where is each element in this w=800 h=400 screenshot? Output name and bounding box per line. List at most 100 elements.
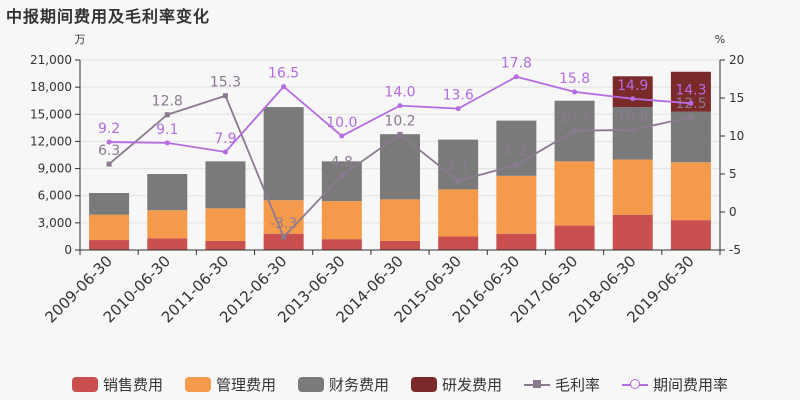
data-label-expense-rate: 13.6 xyxy=(443,88,474,104)
point-expense-rate xyxy=(455,106,461,112)
bar-segment-3 xyxy=(89,193,130,215)
point-expense-rate xyxy=(339,133,345,139)
data-label-gross-margin: 10.2 xyxy=(384,113,415,129)
data-label-expense-rate: 9.2 xyxy=(98,121,120,137)
data-label-expense-rate: 14.0 xyxy=(384,85,415,101)
bar-segment-2 xyxy=(496,175,537,234)
point-expense-rate xyxy=(513,74,519,80)
data-label-expense-rate: 14.3 xyxy=(675,82,706,98)
point-gross-margin xyxy=(688,114,694,120)
point-expense-rate xyxy=(106,139,112,145)
data-label-expense-rate: 17.8 xyxy=(501,56,532,72)
bar-segment-2 xyxy=(89,214,130,241)
bar-segment-2 xyxy=(438,189,479,237)
right-tick-label: 20 xyxy=(729,53,744,67)
bar-segment-2 xyxy=(205,208,246,241)
bar-segment-1 xyxy=(554,225,595,250)
point-gross-margin xyxy=(513,162,519,168)
point-gross-margin xyxy=(281,234,287,240)
point-expense-rate xyxy=(222,149,228,155)
bar-segment-2 xyxy=(670,162,711,221)
bar-segment-1 xyxy=(380,240,420,250)
legend-line-expense-rate xyxy=(622,377,649,392)
legend: 销售费用 管理费用 财务费用 研发费用 毛利率 期间费用率 xyxy=(0,374,800,395)
data-label-gross-margin: 15.3 xyxy=(210,75,241,91)
left-tick-label: 9,000 xyxy=(38,162,72,176)
legend-label-sales: 销售费用 xyxy=(102,376,163,394)
data-label-gross-margin: 4.1 xyxy=(447,160,469,176)
right-tick-label: -5 xyxy=(729,243,741,257)
bar-segment-2 xyxy=(147,210,188,239)
point-expense-rate xyxy=(281,84,287,90)
data-label-expense-rate: 14.9 xyxy=(617,78,648,94)
bar-segment-1 xyxy=(670,220,711,250)
point-gross-margin xyxy=(106,161,112,167)
bar-segment-1 xyxy=(321,239,362,250)
bar-segment-2 xyxy=(380,199,420,241)
bar-segment-2 xyxy=(554,161,595,226)
point-gross-margin xyxy=(339,173,345,179)
right-tick-label: 0 xyxy=(729,205,737,219)
bar-segment-1 xyxy=(147,238,188,250)
data-label-expense-rate: 16.5 xyxy=(268,66,299,82)
legend-item-gross-margin[interactable]: 毛利率 xyxy=(524,374,600,395)
left-tick-label: 18,000 xyxy=(30,80,72,94)
point-expense-rate xyxy=(397,103,403,109)
legend-item-rnd[interactable]: 研发费用 xyxy=(411,374,502,395)
right-unit-label: % xyxy=(715,33,725,46)
left-tick-label: 3,000 xyxy=(38,216,72,230)
point-gross-margin xyxy=(630,127,636,133)
legend-label-finance: 财务费用 xyxy=(328,376,389,394)
left-tick-label: 6,000 xyxy=(38,189,72,203)
data-label-gross-margin: 6.2 xyxy=(505,144,527,160)
data-label-expense-rate: 9.1 xyxy=(156,122,178,138)
legend-item-admin[interactable]: 管理费用 xyxy=(184,374,276,395)
legend-item-expense-rate[interactable]: 期间费用率 xyxy=(622,374,728,395)
point-expense-rate xyxy=(630,96,636,102)
legend-item-sales[interactable]: 销售费用 xyxy=(71,374,163,395)
point-expense-rate xyxy=(164,140,170,146)
bar-segment-1 xyxy=(205,240,246,250)
bar-segment-3 xyxy=(147,174,188,211)
data-label-gross-margin: 10.8 xyxy=(617,109,648,125)
point-gross-margin xyxy=(222,93,228,99)
legend-label-admin: 管理费用 xyxy=(215,376,276,394)
bar-segment-1 xyxy=(496,233,537,250)
data-label-expense-rate: 7.9 xyxy=(214,131,236,147)
legend-swatch-admin xyxy=(184,377,211,392)
bar-segment-3 xyxy=(205,161,246,209)
point-gross-margin xyxy=(455,178,461,184)
legend-swatch-finance xyxy=(297,377,324,392)
legend-item-finance[interactable]: 财务费用 xyxy=(297,374,389,395)
left-tick-label: 12,000 xyxy=(30,134,72,148)
right-tick-label: 5 xyxy=(729,167,737,181)
left-tick-label: 21,000 xyxy=(30,53,72,67)
chart-title: 中报期间费用及毛利率变化 xyxy=(6,7,211,26)
legend-label-gross-margin: 毛利率 xyxy=(555,376,601,394)
data-label-gross-margin: 4.8 xyxy=(331,155,353,171)
legend-label-expense-rate: 期间费用率 xyxy=(653,376,729,394)
bar-segment-1 xyxy=(612,214,653,250)
bar-segment-1 xyxy=(438,236,479,250)
bar-segment-4 xyxy=(612,76,653,108)
data-label-gross-margin: 12.8 xyxy=(152,94,183,110)
point-gross-margin xyxy=(572,128,578,134)
data-label-gross-margin: 10.7 xyxy=(559,110,590,126)
bar-segment-3 xyxy=(263,107,304,201)
legend-line-gross-margin xyxy=(524,377,551,392)
left-tick-label: 0 xyxy=(64,243,72,257)
left-tick-label: 15,000 xyxy=(30,107,72,121)
legend-label-rnd: 研发费用 xyxy=(442,376,503,394)
point-gross-margin xyxy=(164,112,170,118)
bar-segment-1 xyxy=(89,240,130,250)
bar-segment-3 xyxy=(612,107,653,160)
bar-segment-2 xyxy=(612,159,653,215)
bar-segment-1 xyxy=(263,233,304,250)
bar-segment-3 xyxy=(321,161,362,202)
bar-segment-2 xyxy=(321,201,362,240)
point-expense-rate xyxy=(572,89,578,95)
point-gross-margin xyxy=(397,131,403,137)
right-tick-label: 10 xyxy=(729,129,744,143)
data-label-expense-rate: 15.8 xyxy=(559,71,590,87)
